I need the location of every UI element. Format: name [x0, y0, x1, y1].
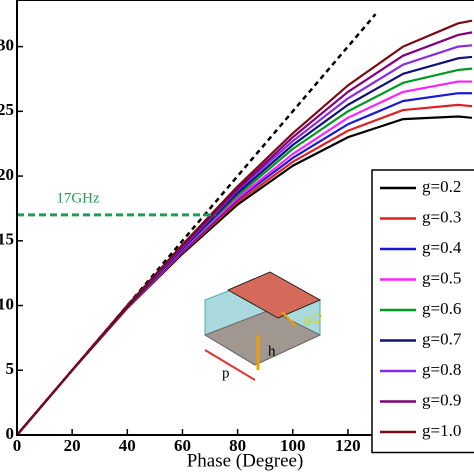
annotation-label: 17GHz — [56, 190, 100, 206]
x-axis-label: Phase (Degree) — [187, 450, 304, 471]
inset-g-arrow — [281, 311, 297, 327]
y-tick-label: 0 — [6, 424, 15, 443]
x-tick-label: 20 — [64, 436, 81, 455]
y-tick-label: 30 — [0, 36, 14, 55]
x-tick-label: 0 — [13, 436, 22, 455]
inset-p-arrow — [204, 349, 256, 381]
legend-label: g=0.8 — [422, 360, 461, 379]
legend-label: g=0.6 — [422, 299, 461, 318]
inset: g/2 h p — [203, 271, 322, 381]
plot: 05101520253002040608010012014016017GHzg=… — [0, 0, 474, 455]
legend-label: g=0.5 — [422, 268, 461, 287]
x-tick-label: 100 — [280, 436, 306, 455]
x-tick-label: 40 — [119, 436, 136, 455]
inset-h-label: h — [268, 343, 276, 359]
y-tick-label: 20 — [0, 165, 14, 184]
y-tick-label: 15 — [0, 230, 14, 249]
inset-patch — [226, 271, 322, 319]
legend-label: g=1.0 — [422, 421, 461, 440]
y-tick-label: 5 — [6, 359, 15, 378]
inset-p-label: p — [222, 365, 230, 381]
inset-g-label: g/2 — [304, 312, 322, 327]
y-tick-label: 25 — [0, 100, 14, 119]
legend-label: g=0.3 — [422, 207, 461, 226]
legend-label: g=0.7 — [422, 329, 462, 348]
legend-label: g=0.2 — [422, 177, 461, 196]
x-tick-label: 80 — [229, 436, 246, 455]
plot-frame — [16, 0, 474, 436]
series-line — [16, 19, 473, 436]
x-tick-label: 60 — [174, 436, 191, 455]
legend-label: g=0.4 — [422, 238, 462, 257]
y-tick-label: 10 — [0, 294, 14, 313]
inset-ground — [203, 309, 322, 366]
legend-label: g=0.9 — [422, 390, 461, 409]
x-tick-label: 120 — [335, 436, 361, 455]
